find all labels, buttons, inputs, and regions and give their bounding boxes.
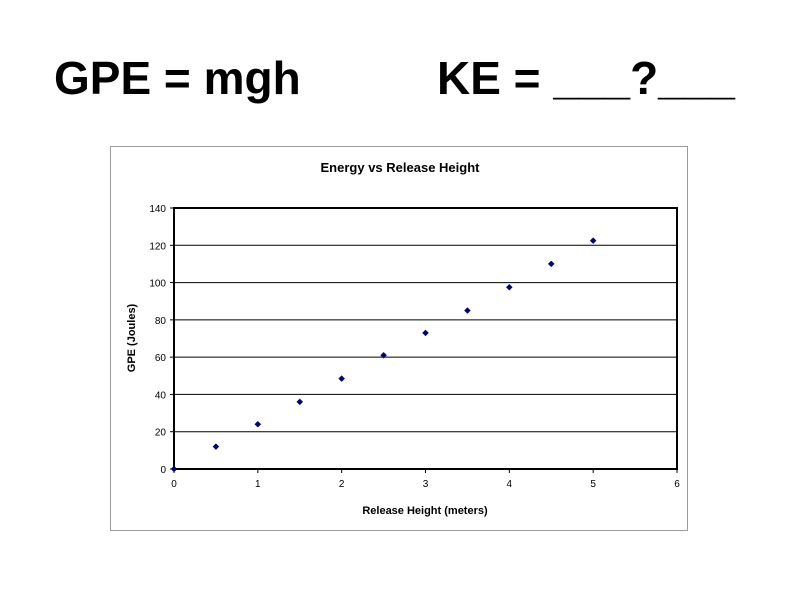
data-point <box>422 329 429 337</box>
data-point <box>547 260 555 268</box>
data-point <box>464 307 471 314</box>
ke-formula: KE = ___?___ <box>437 52 735 104</box>
y-tick-label: 100 <box>149 279 166 290</box>
x-tick-label: 2 <box>339 479 345 490</box>
data-point <box>170 465 178 473</box>
scatter-chart: Energy vs Release Height Release Height … <box>126 160 680 517</box>
slide-title: GPE = mgh KE = ___?___ <box>0 50 800 110</box>
data-point <box>296 398 304 406</box>
x-tick-label: 1 <box>255 479 261 490</box>
y-tick-label: 120 <box>149 241 166 252</box>
data-point <box>505 283 513 291</box>
data-point <box>338 375 346 382</box>
chart-title: Energy vs Release Height <box>321 160 481 175</box>
y-tick-label: 140 <box>149 204 166 215</box>
x-tick-label: 3 <box>423 479 429 490</box>
data-point <box>589 237 597 244</box>
gpe-formula: GPE = mgh <box>54 52 301 104</box>
x-tick-label: 0 <box>171 479 177 490</box>
plot-area <box>173 207 678 470</box>
y-tick-label: 20 <box>155 428 167 439</box>
y-tick-label: 40 <box>155 390 167 401</box>
y-axis-title: GPE (Joules) <box>126 303 138 372</box>
x-tick-label: 6 <box>674 479 680 490</box>
x-tick-label: 5 <box>590 479 596 490</box>
y-tick-label: 0 <box>160 465 166 476</box>
y-tick-label: 80 <box>155 316 167 327</box>
data-point <box>212 443 220 450</box>
data-point <box>254 420 262 428</box>
data-point <box>380 351 387 359</box>
chart-frame: Energy vs Release Height Release Height … <box>110 146 688 531</box>
x-axis-title: Release Height (meters) <box>362 505 488 517</box>
y-tick-label: 60 <box>155 353 167 364</box>
x-tick-label: 4 <box>507 479 513 490</box>
